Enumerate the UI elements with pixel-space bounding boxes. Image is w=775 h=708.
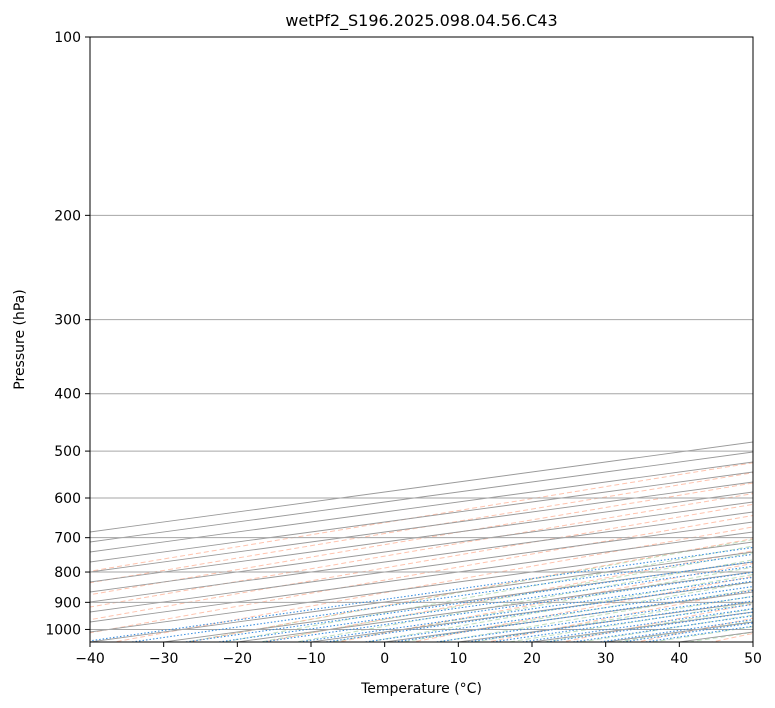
y-tick-label: 800 <box>54 565 81 581</box>
x-tick-label: −40 <box>75 651 105 667</box>
mixing-ratio-line <box>90 546 753 642</box>
moist-adiabat-line <box>328 566 753 642</box>
mixing-ratio-line <box>295 576 753 642</box>
dry-adiabat-line <box>90 472 753 584</box>
dry-adiabat-line <box>410 575 753 642</box>
isotherm-line <box>90 501 753 593</box>
dry-adiabat-line <box>111 526 753 642</box>
y-tick-label: 100 <box>54 30 81 46</box>
isotherm-line <box>384 591 753 642</box>
y-tick-label: 700 <box>54 531 81 547</box>
y-axis: 100 200 300 400 500 600 700 800 900 1000 <box>45 30 90 638</box>
x-tick-label: 0 <box>380 651 389 667</box>
x-axis: −40 −30 −20 −10 0 10 20 30 40 50 <box>75 642 762 667</box>
dry-adiabat-line <box>90 493 753 608</box>
dry-adiabat-line <box>559 603 753 642</box>
x-tick-label: 40 <box>670 651 688 667</box>
x-tick-label: −30 <box>149 651 179 667</box>
isotherm-line <box>90 491 753 583</box>
mixing-ratio-line <box>390 590 753 642</box>
dry-adiabat-line <box>335 562 753 642</box>
dry-adiabat-line <box>90 482 753 596</box>
y-tick-label: 300 <box>54 313 81 329</box>
mixing-ratio-line <box>463 600 753 642</box>
plot-frame <box>89 36 754 643</box>
chart-title: wetPf2_S196.2025.098.04.56.C43 <box>285 11 557 31</box>
x-tick-label: 20 <box>523 651 541 667</box>
dry-adiabat-line <box>90 514 753 634</box>
dry-adiabat-line <box>186 538 753 642</box>
isotherm-line <box>752 641 753 642</box>
moist-adiabat-line <box>364 574 753 642</box>
moist-adiabat-line <box>649 626 753 642</box>
dry-adiabat-line <box>90 462 753 572</box>
y-tick-label: 600 <box>54 491 81 507</box>
isotherm-line <box>90 521 753 613</box>
moist-adiabat-line <box>184 539 753 642</box>
moist-adiabat-line <box>257 552 753 642</box>
moist-adiabat-line <box>505 602 753 642</box>
mixing-ratio-line <box>361 585 753 642</box>
y-tick-label: 900 <box>54 595 81 611</box>
dry-adiabat-line <box>709 632 753 642</box>
x-tick-label: −20 <box>223 651 253 667</box>
isotherm-line <box>90 511 753 603</box>
isotherm-line <box>90 451 753 543</box>
x-axis-title: Temperature (°C) <box>360 681 482 697</box>
isotherm-line <box>90 471 753 563</box>
dry-adiabat-line <box>260 550 753 642</box>
isotherm-line <box>531 611 753 642</box>
isotherm-line <box>90 551 753 642</box>
isotherm-line <box>90 531 753 623</box>
y-tick-label: 200 <box>54 208 81 224</box>
isotherm-line <box>90 461 753 553</box>
plot-area: -100-90-80-70-60-50-40-30-20-10010203040… <box>90 37 753 642</box>
isotherm-line <box>90 541 753 633</box>
isotherm-line <box>90 481 753 573</box>
mixing-ratio-line <box>321 580 753 642</box>
isotherm-line <box>310 581 753 642</box>
y-tick-label: 500 <box>54 444 81 460</box>
moist-adiabat-line <box>220 545 753 642</box>
y-tick-label: 400 <box>54 387 81 403</box>
x-tick-label: 50 <box>744 651 762 667</box>
x-tick-label: 10 <box>449 651 467 667</box>
dry-adiabat-line <box>485 589 753 642</box>
x-tick-label: 30 <box>597 651 615 667</box>
y-axis-title: Pressure (hPa) <box>12 289 28 389</box>
moist-adiabat-line <box>399 581 753 642</box>
mixing-ratio-line <box>518 608 753 642</box>
x-tick-label: −10 <box>296 651 326 667</box>
moist-adiabat-line <box>613 620 753 642</box>
y-tick-label: 1000 <box>45 622 81 638</box>
moist-adiabat-line <box>541 608 753 642</box>
